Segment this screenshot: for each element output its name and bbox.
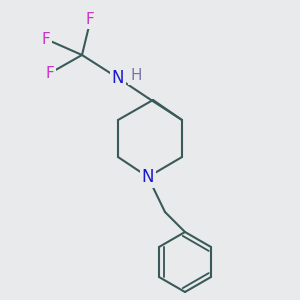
Text: F: F [85, 13, 94, 28]
Text: N: N [112, 69, 124, 87]
Text: F: F [46, 67, 54, 82]
Text: F: F [42, 32, 50, 47]
Text: N: N [142, 168, 154, 186]
Text: H: H [130, 68, 142, 83]
